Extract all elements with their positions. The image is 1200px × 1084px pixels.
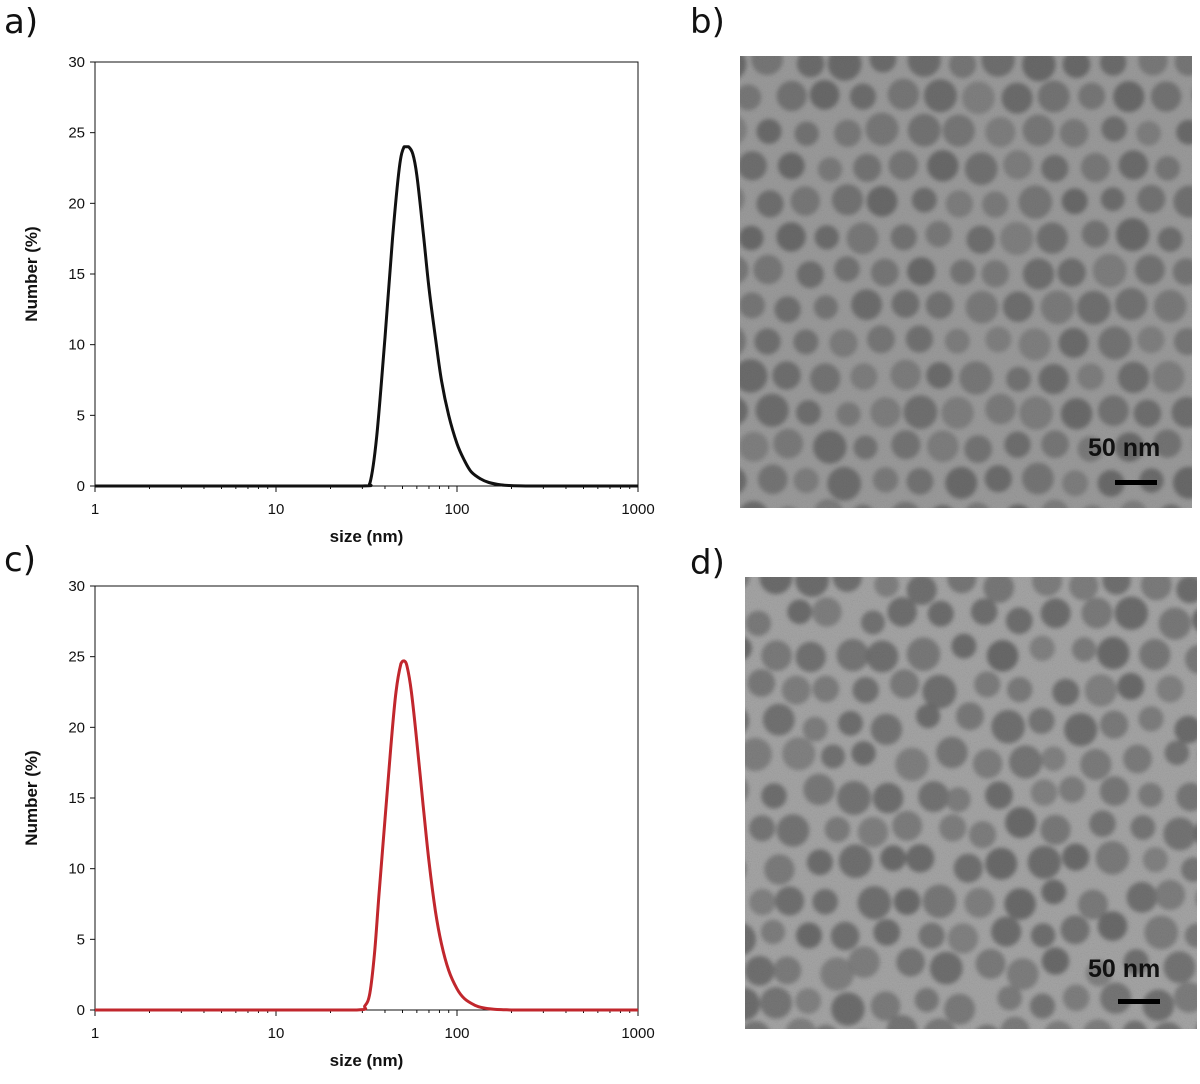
x-tick-label-c: 10 — [268, 1025, 285, 1042]
x-axis-title-a: size (nm) — [330, 527, 404, 546]
y-tick-label-a: 25 — [68, 125, 85, 142]
x-tick-label-a: 10 — [268, 501, 285, 518]
tem-image-d: 50 nm — [745, 577, 1197, 1029]
panel-label-c: c) — [4, 540, 36, 580]
plot-frame-c — [94, 585, 639, 1011]
y-tick-label-c: 20 — [68, 719, 85, 736]
scale-bar-d — [1118, 999, 1160, 1004]
scale-bar-b — [1115, 480, 1157, 485]
x-tick-label-a: 1000 — [621, 501, 654, 518]
y-tick-label-a: 10 — [68, 337, 85, 354]
x-tick-label-c: 1 — [91, 1025, 99, 1042]
tem-noise — [745, 577, 1197, 1029]
x-tick-label-c: 100 — [444, 1025, 469, 1042]
y-tick-label-c: 5 — [77, 931, 85, 948]
panel-label-b: b) — [690, 2, 725, 42]
y-tick-label-a: 30 — [68, 54, 85, 71]
tem-noise — [740, 56, 1192, 508]
panel-label-a: a) — [4, 2, 39, 42]
series-line-a — [95, 145, 638, 488]
x-tick-label-a: 1 — [91, 501, 99, 518]
y-tick-label-a: 20 — [68, 195, 85, 212]
x-axis-title-c: size (nm) — [330, 1051, 404, 1070]
y-tick-label-a: 5 — [77, 407, 85, 424]
chart-a-size-distribution: 0 5 10 15 20 25 30 1 10 100 1000 size (nm) Number (%… — [22, 54, 655, 546]
y-tick-label-c: 25 — [68, 649, 85, 666]
y-tick-label-a: 0 — [77, 478, 85, 495]
y-tick-label-c: 30 — [68, 578, 85, 595]
tem-image-b: 50 nm — [740, 56, 1192, 508]
x-tick-label-c: 1000 — [621, 1025, 654, 1042]
y-axis-title-a: Number (%) — [22, 226, 41, 321]
series-line-c — [95, 659, 638, 1012]
chart-c-size-distribution: 0 5 10 15 20 25 30 1 10 100 1000 size (nm) Number (%… — [22, 578, 655, 1070]
y-tick-label-c: 15 — [68, 790, 85, 807]
y-tick-label-a: 15 — [68, 266, 85, 283]
y-tick-label-c: 10 — [68, 861, 85, 878]
y-tick-label-c: 0 — [77, 1002, 85, 1019]
panel-label-d: d) — [690, 543, 725, 583]
x-tick-label-a: 100 — [444, 501, 469, 518]
scale-bar-label-d: 50 nm — [1088, 955, 1161, 983]
y-axis-title-c: Number (%) — [22, 750, 41, 845]
scale-bar-label-b: 50 nm — [1088, 434, 1161, 462]
